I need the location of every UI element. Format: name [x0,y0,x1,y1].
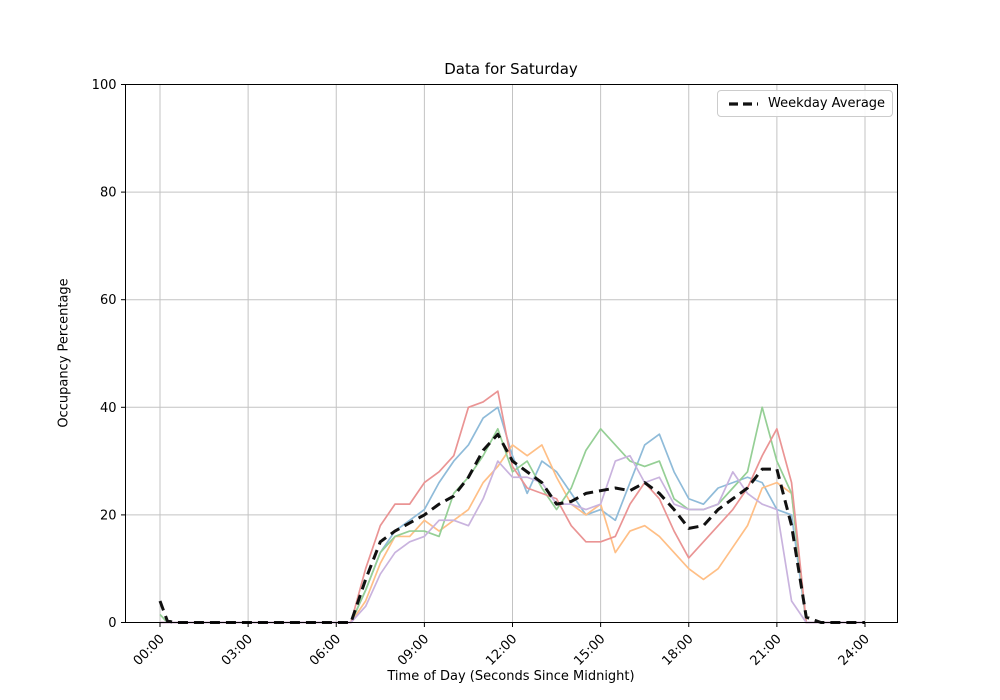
y-tick-label: 0 [108,616,116,631]
x-tick-label: 03:00 [219,632,256,669]
x-tick-label: 21:00 [748,632,785,669]
x-tick-label: 15:00 [571,632,608,669]
y-tick-label: 20 [100,508,117,523]
legend-label: Weekday Average [768,96,886,111]
x-axis-label: Time of Day (Seconds Since Midnight) [387,669,635,684]
chart-title: Data for Saturday [444,60,578,78]
legend-dashed-line-icon [729,101,758,106]
x-tick-label: 24:00 [836,632,873,669]
y-axis-label: Occupancy Percentage [56,278,72,428]
legend: Weekday Average [717,90,893,117]
x-tick-label: 00:00 [131,632,168,669]
y-tick-label: 100 [92,78,117,93]
x-tick-label: 18:00 [659,632,696,669]
x-tick-label: 09:00 [395,632,432,669]
y-tick-label: 40 [100,401,117,416]
y-tick-label: 80 [100,186,117,201]
y-tick-label: 60 [100,293,117,308]
x-tick-label: 12:00 [483,632,520,669]
axes-box [125,84,898,623]
x-tick-label: 06:00 [307,632,344,669]
